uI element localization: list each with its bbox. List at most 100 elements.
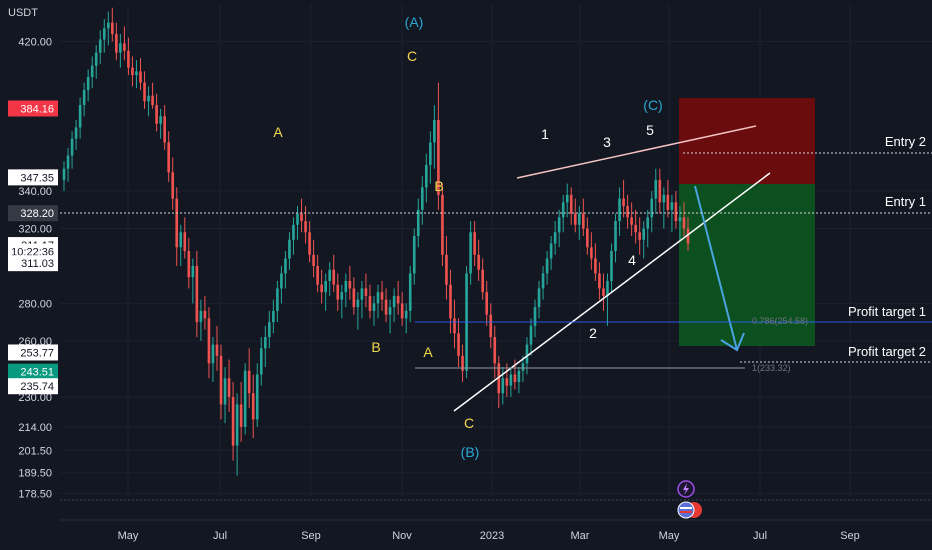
candle bbox=[183, 217, 187, 259]
candle-body bbox=[336, 284, 340, 300]
candle bbox=[147, 86, 150, 117]
candle bbox=[292, 217, 295, 255]
candle bbox=[642, 221, 646, 259]
candle-body bbox=[666, 194, 670, 210]
candle-body bbox=[433, 120, 436, 143]
price-tag-label: 384.16 bbox=[20, 103, 54, 115]
wave-label: (A) bbox=[405, 14, 424, 30]
candle-body bbox=[561, 202, 565, 218]
candle bbox=[557, 209, 561, 248]
candle bbox=[372, 295, 376, 326]
candle-body bbox=[376, 292, 380, 304]
x-tick-label: Jul bbox=[753, 530, 767, 542]
candle bbox=[155, 93, 158, 132]
wave-label: A bbox=[423, 344, 433, 360]
price-tag-label: 10:22:36 bbox=[11, 247, 54, 259]
candle bbox=[545, 251, 549, 285]
x-tick-label: 2023 bbox=[480, 530, 504, 542]
projection-arrow-line[interactable] bbox=[694, 185, 738, 351]
candle-body bbox=[360, 288, 364, 300]
candle bbox=[650, 191, 654, 233]
candle-body bbox=[276, 288, 279, 311]
x-tick-label: Jul bbox=[213, 530, 227, 542]
candle bbox=[445, 236, 448, 300]
wave-labels: (A) C A B B A C (B) 1 2 3 4 5 (C) bbox=[273, 14, 662, 460]
candle bbox=[199, 299, 203, 341]
wedge-upper-line[interactable] bbox=[516, 125, 757, 179]
candle bbox=[280, 265, 283, 304]
wave-label: 3 bbox=[603, 134, 611, 150]
candle bbox=[127, 37, 130, 76]
flag-icon-stripe bbox=[680, 507, 692, 509]
candle bbox=[276, 280, 279, 323]
candle-body bbox=[259, 348, 263, 375]
candle bbox=[682, 202, 686, 237]
candle-body bbox=[316, 265, 319, 285]
wave-label: B bbox=[434, 178, 443, 194]
y-tick-label: 340.00 bbox=[18, 186, 52, 198]
candle bbox=[521, 355, 525, 382]
candle-body bbox=[183, 232, 187, 251]
candle-body bbox=[187, 251, 191, 278]
candle bbox=[98, 30, 102, 64]
candle-body bbox=[308, 232, 311, 255]
candle-body bbox=[312, 254, 315, 266]
candle-body bbox=[384, 299, 388, 315]
candle bbox=[106, 11, 110, 46]
candle-body bbox=[630, 217, 633, 225]
level-label-profit-target-1: Profit target 1 bbox=[848, 304, 926, 319]
candle-body bbox=[618, 198, 621, 222]
candle-body bbox=[94, 52, 98, 66]
candle bbox=[111, 7, 114, 42]
candle bbox=[509, 367, 513, 397]
candle-body bbox=[485, 292, 489, 315]
candle-body bbox=[392, 295, 396, 308]
candle bbox=[356, 292, 360, 330]
candle bbox=[268, 310, 271, 349]
wave-label: (C) bbox=[643, 97, 662, 113]
y-tick-label: 201.50 bbox=[18, 445, 52, 457]
candle-body bbox=[320, 284, 323, 293]
price-tag-label: 235.74 bbox=[20, 381, 54, 393]
candle bbox=[119, 33, 122, 68]
candle-body bbox=[517, 370, 521, 382]
price-tag-label: 243.51 bbox=[20, 367, 54, 379]
y-tick-label: 189.50 bbox=[18, 468, 52, 480]
candle-body bbox=[255, 374, 259, 420]
candle bbox=[94, 45, 98, 79]
fib-label-1: 1(233.32) bbox=[752, 363, 791, 373]
candle bbox=[586, 217, 589, 255]
lightning-icon-glyph bbox=[683, 483, 689, 495]
candle-body bbox=[396, 295, 400, 304]
candle-body bbox=[453, 318, 456, 334]
candle bbox=[320, 269, 323, 304]
candle-body bbox=[207, 318, 211, 364]
candle bbox=[284, 251, 287, 289]
candle-body bbox=[368, 295, 372, 311]
candle-body bbox=[243, 370, 247, 427]
candle bbox=[412, 228, 416, 285]
grid-lines bbox=[60, 4, 932, 498]
candle bbox=[90, 56, 94, 89]
candle bbox=[352, 277, 356, 315]
wave-label: 1 bbox=[541, 126, 549, 142]
price-tag-label: 347.35 bbox=[20, 172, 54, 184]
candle-body bbox=[449, 284, 452, 319]
y-tick-label: 214.00 bbox=[18, 422, 52, 434]
candle-body bbox=[654, 179, 658, 199]
candle-body bbox=[139, 71, 142, 83]
candle bbox=[211, 337, 215, 382]
candle bbox=[408, 265, 412, 323]
flag-icon[interactable] bbox=[677, 501, 695, 519]
stop-loss-zone[interactable] bbox=[679, 98, 815, 184]
candle bbox=[223, 367, 227, 424]
candle-body bbox=[296, 213, 299, 225]
candle-body bbox=[674, 202, 678, 222]
candle-body bbox=[565, 194, 569, 203]
event-icons[interactable] bbox=[677, 480, 702, 519]
candle bbox=[151, 82, 154, 109]
candle-body bbox=[525, 344, 529, 364]
candle bbox=[674, 191, 678, 229]
candle bbox=[384, 288, 388, 323]
